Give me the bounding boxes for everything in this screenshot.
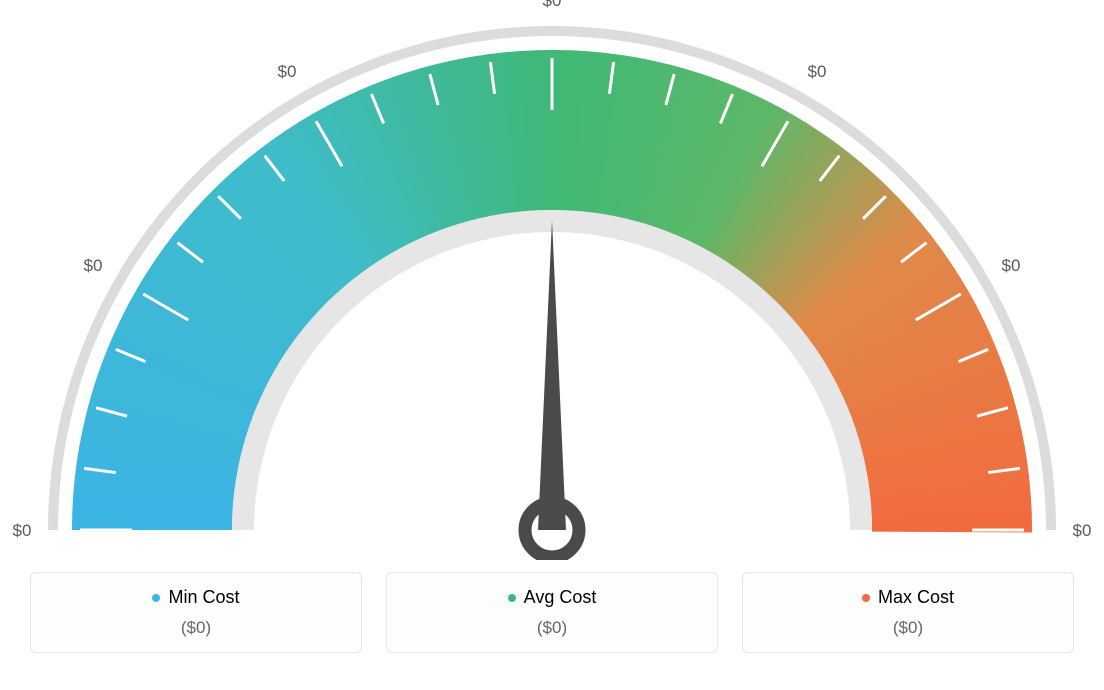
svg-text:$0: $0	[1073, 521, 1092, 540]
legend-dot-max	[862, 594, 870, 602]
legend-label-avg: Avg Cost	[397, 587, 707, 608]
svg-text:$0: $0	[84, 256, 103, 275]
legend-dot-avg	[508, 594, 516, 602]
legend-card-min: Min Cost ($0)	[30, 572, 362, 653]
svg-text:$0: $0	[808, 62, 827, 81]
gauge-chart: $0 $0 $0 $0 $0 $0 $0	[0, 0, 1104, 560]
legend-row: Min Cost ($0) Avg Cost ($0) Max Cost ($0…	[0, 560, 1104, 653]
legend-value-max: ($0)	[753, 618, 1063, 638]
legend-label-max: Max Cost	[753, 587, 1063, 608]
legend-label-text: Max Cost	[878, 587, 954, 608]
svg-text:$0: $0	[13, 521, 32, 540]
legend-value-avg: ($0)	[397, 618, 707, 638]
legend-card-max: Max Cost ($0)	[742, 572, 1074, 653]
legend-label-min: Min Cost	[41, 587, 351, 608]
legend-label-text: Avg Cost	[524, 587, 597, 608]
gauge-svg: $0 $0 $0 $0 $0 $0 $0	[0, 0, 1104, 560]
legend-value-min: ($0)	[41, 618, 351, 638]
svg-text:$0: $0	[543, 0, 562, 10]
legend-dot-min	[152, 594, 160, 602]
svg-text:$0: $0	[278, 62, 297, 81]
legend-card-avg: Avg Cost ($0)	[386, 572, 718, 653]
svg-text:$0: $0	[1002, 256, 1021, 275]
legend-label-text: Min Cost	[168, 587, 239, 608]
